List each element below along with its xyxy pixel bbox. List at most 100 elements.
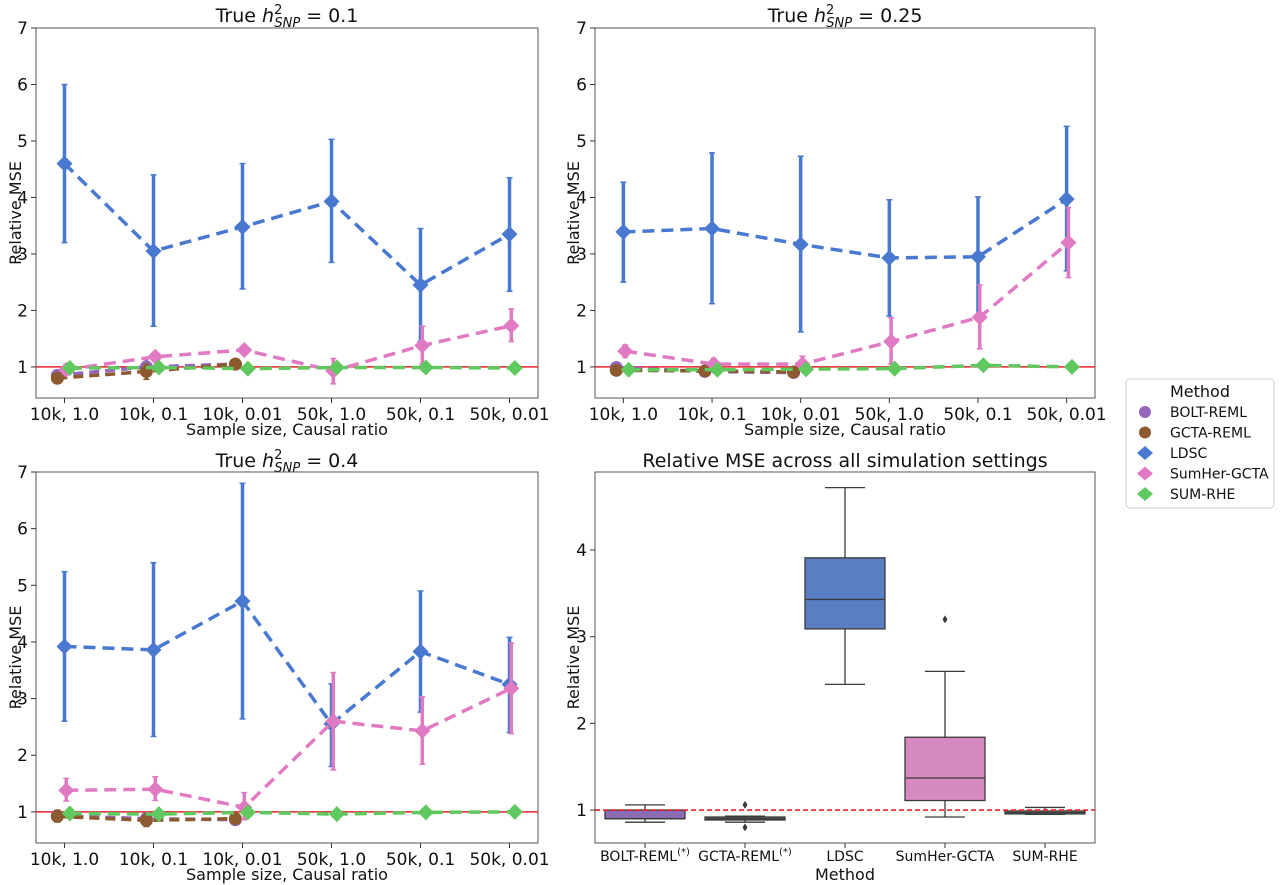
y-tick-label: 4 xyxy=(576,541,587,561)
y-axis-label: Relative MSE xyxy=(6,161,25,265)
legend-title: Method xyxy=(1170,382,1230,401)
legend-marker xyxy=(1139,426,1151,439)
x-tick-label: 50k, 1.0 xyxy=(297,405,366,425)
y-tick-label: 6 xyxy=(576,75,587,95)
x-tick-label-main: GCTA-REML xyxy=(698,849,779,865)
y-tick-label: 5 xyxy=(576,132,587,152)
x-tick-label: 10k, 0.1 xyxy=(677,405,746,425)
legend-label: SumHer-GCTA xyxy=(1170,467,1269,483)
title-prefix: True xyxy=(215,5,262,27)
series-line-sumher-gcta xyxy=(66,686,513,810)
plot-frame xyxy=(35,471,539,844)
series-sum-rhe xyxy=(61,359,523,377)
data-point xyxy=(881,249,898,266)
x-tick-label-main: LDSC xyxy=(826,849,863,865)
x-tick-label: 50k, 1.0 xyxy=(855,405,924,425)
series-sum-rhe xyxy=(61,803,523,823)
x-tick-label: 10k, 0.01 xyxy=(202,405,282,425)
panel-boxplot-all-settings: Relative MSE across all simulation setti… xyxy=(564,450,1096,884)
x-tick-label: 10k, 1.0 xyxy=(30,405,99,425)
title-sup: 2 xyxy=(274,3,282,18)
panel-title: True h2 SNP = 0.25 xyxy=(767,3,923,31)
data-point xyxy=(1058,191,1075,208)
box-ldsc xyxy=(804,486,886,686)
y-tick-label: 6 xyxy=(17,520,28,540)
y-tick-label: 7 xyxy=(17,463,28,483)
title-h: h xyxy=(262,5,274,27)
data-point xyxy=(325,713,342,730)
box-gcta-reml xyxy=(704,800,786,832)
title-h: h xyxy=(262,450,274,472)
box-bolt-reml xyxy=(604,804,686,823)
y-tick-label: 7 xyxy=(576,19,587,39)
data-point xyxy=(969,248,986,265)
data-point xyxy=(792,236,809,253)
title-suffix: = 0.25 xyxy=(852,5,922,27)
series-line-sumher-gcta xyxy=(624,241,1070,366)
legend-item-sumher-gcta: SumHer-GCTA xyxy=(1137,466,1269,483)
data-point xyxy=(234,218,251,235)
data-point xyxy=(56,638,73,655)
data-point xyxy=(50,809,64,823)
x-tick-label: 10k, 0.01 xyxy=(761,405,841,425)
x-axis-label: Sample size, Causal ratio xyxy=(744,420,946,439)
x-tick-label: 50k, 0.1 xyxy=(386,405,455,425)
box-iqr xyxy=(804,557,886,630)
title-sup: 2 xyxy=(826,3,834,18)
data-point xyxy=(797,361,814,378)
x-tick-label-sup: (*) xyxy=(677,847,690,858)
x-tick-label: SUM-RHE xyxy=(1012,849,1077,865)
y-tick-label: 1 xyxy=(576,358,587,378)
data-point xyxy=(414,722,431,739)
data-point xyxy=(1060,234,1077,251)
legend-marker xyxy=(1137,446,1153,460)
x-tick-label-sup: (*) xyxy=(779,847,792,858)
series-line-sum-rhe xyxy=(69,365,515,371)
data-point xyxy=(414,337,431,354)
data-point xyxy=(975,357,992,374)
series-sumher-gcta xyxy=(58,642,520,821)
y-tick-label: 1 xyxy=(576,801,587,821)
legend-item-sum-rhe: SUM-RHE xyxy=(1137,487,1235,503)
data-point xyxy=(615,223,632,240)
legend-item-bolt-reml: BOLT-REML xyxy=(1139,405,1247,421)
outlier-point xyxy=(742,800,748,809)
y-tick-label: 4 xyxy=(17,633,28,653)
y-axis-label: Relative MSE xyxy=(564,161,583,265)
data-point xyxy=(886,360,903,377)
series-line-ldsc xyxy=(63,162,511,288)
x-axis-label: Method xyxy=(815,865,875,884)
x-axis-label: Sample size, Causal ratio xyxy=(186,420,388,439)
y-tick-label: 4 xyxy=(576,188,587,208)
y-tick-label: 1 xyxy=(17,358,28,378)
data-point xyxy=(61,805,78,822)
data-point xyxy=(239,804,256,821)
data-point xyxy=(145,243,162,260)
data-point xyxy=(328,359,345,376)
data-point xyxy=(883,333,900,350)
x-tick-label: 50k, 0.01 xyxy=(469,405,549,425)
y-tick-label: 5 xyxy=(17,576,28,596)
data-point xyxy=(971,309,988,326)
title-sup: 2 xyxy=(274,448,282,463)
legend-label: BOLT-REML xyxy=(1170,405,1247,421)
y-tick-label: 5 xyxy=(17,132,28,152)
data-point xyxy=(417,359,434,376)
y-tick-label: 2 xyxy=(17,301,28,321)
box-iqr xyxy=(904,736,986,802)
legend-label: GCTA-REML xyxy=(1170,426,1251,442)
outlier-point xyxy=(742,823,748,832)
legend-item-gcta-reml: GCTA-REML xyxy=(1139,426,1251,442)
legend-label: LDSC xyxy=(1170,446,1207,462)
data-point xyxy=(620,361,637,378)
series-ldsc xyxy=(615,125,1075,333)
data-point xyxy=(147,781,164,798)
data-point xyxy=(56,155,73,172)
data-point xyxy=(236,341,253,358)
data-point xyxy=(503,317,520,334)
x-tick-label: 10k, 1.0 xyxy=(589,405,658,425)
x-tick-label: 10k, 0.1 xyxy=(119,405,188,425)
data-point xyxy=(150,806,167,823)
